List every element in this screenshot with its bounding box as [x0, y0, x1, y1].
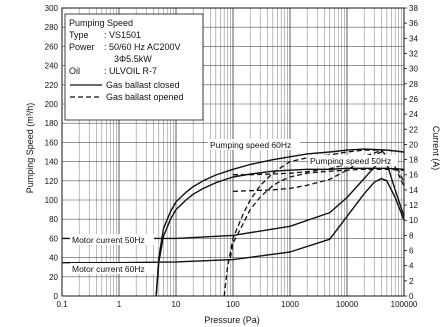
y-tick-label: 0 — [54, 292, 59, 301]
y-tick-label: 140 — [45, 158, 59, 167]
series-line-ps60_open — [223, 149, 405, 297]
series-line-ps50_closed — [155, 167, 405, 297]
annotation-ps50: Pumping speed 50Hz — [310, 156, 391, 166]
y-tick-label: 240 — [45, 62, 59, 71]
y2-tick-label: 36 — [409, 19, 418, 28]
plot-frame — [61, 7, 405, 297]
y-tick-label: 220 — [45, 81, 59, 90]
annotation-bg-mc60 — [70, 263, 154, 274]
legend-value-oil: : ULVOIL R-7 — [104, 66, 157, 76]
annotation-mc50: Motor current 50Hz — [72, 235, 145, 245]
x-tick-label: 100000 — [391, 300, 418, 309]
series-line-mc50_open — [233, 149, 405, 183]
annotations: Pumping speed 60Hz Pumping speed 50Hz Mo… — [70, 139, 398, 274]
y2-tick-label: 2 — [409, 277, 414, 286]
y2-tick-label: 20 — [409, 140, 418, 149]
legend-value-phase: 3Φ5.5kW — [114, 54, 152, 64]
y-tick-label: 260 — [45, 42, 59, 51]
y-tick-label: 100 — [45, 196, 59, 205]
y2-tick-label: 34 — [409, 34, 418, 43]
annotation-bg-ps50 — [308, 155, 398, 166]
y2-tick-label: 32 — [409, 49, 418, 58]
y2-tick-label: 4 — [409, 262, 414, 271]
y-tick-label: 60 — [49, 234, 58, 243]
annotation-bg-ps60 — [208, 139, 300, 150]
legend-title: Pumping Speed — [69, 18, 133, 28]
y-tick-label: 40 — [49, 254, 58, 263]
tick-labels: 0.1 1 10 100 1000 10000 1000000204060801001201… — [45, 4, 419, 309]
annotation-mc60: Motor current 60Hz — [72, 264, 145, 274]
series-line-ps60_closed — [155, 148, 405, 297]
x-tick-label: 1000 — [281, 300, 299, 309]
annotation-bg-mc50 — [70, 234, 154, 245]
y2-tick-label: 16 — [409, 171, 418, 180]
y-tick-label: 20 — [49, 273, 58, 282]
legend-key-type: Type — [69, 30, 89, 40]
x-tick-label: 0.1 — [56, 300, 68, 309]
legend-key-power: Power — [69, 42, 95, 52]
y2-tick-label: 14 — [409, 186, 418, 195]
y-tick-label: 200 — [45, 100, 59, 109]
y2-tick-label: 0 — [409, 292, 414, 301]
y-tick-label: 180 — [45, 119, 59, 128]
y2-tick-label: 24 — [409, 110, 418, 119]
y2-tick-label: 18 — [409, 156, 418, 165]
x-tick-label: 10000 — [336, 300, 359, 309]
y2-tick-label: 38 — [409, 4, 418, 13]
y-tick-label: 80 — [49, 215, 58, 224]
y-tick-label: 300 — [45, 4, 59, 13]
legend-entry-closed: Gas ballast closed — [106, 80, 180, 90]
y2-axis-label: Current (A) — [431, 126, 441, 171]
legend-value-type: : VS1501 — [104, 30, 141, 40]
legend-entry-opened: Gas ballast opened — [106, 92, 184, 102]
y2-tick-label: 22 — [409, 125, 418, 134]
y-tick-label: 120 — [45, 177, 59, 186]
series-line-ps50_open — [229, 168, 405, 258]
y2-tick-label: 26 — [409, 95, 418, 104]
y2-tick-label: 10 — [409, 216, 418, 225]
y-tick-label: 280 — [45, 23, 59, 32]
y2-tick-label: 8 — [409, 231, 414, 240]
annotation-ps60: Pumping speed 60Hz — [210, 140, 291, 150]
y2-tick-label: 6 — [409, 247, 414, 256]
series-line-mc60_closed — [62, 177, 405, 264]
x-axis-label: Pressure (Pa) — [204, 315, 260, 325]
y2-tick-label: 28 — [409, 80, 418, 89]
legend: Pumping Speed Type : VS1501 Power : 50/6… — [64, 13, 204, 121]
y-axis-label: Pumping Speed (m³/h) — [25, 103, 35, 194]
y-tick-label: 160 — [45, 138, 59, 147]
y2-tick-label: 30 — [409, 65, 418, 74]
x-tick-label: 10 — [172, 300, 181, 309]
legend-key-oil: Oil — [69, 66, 80, 76]
legend-value-power: : 50/60 Hz AC200V — [104, 42, 181, 52]
y2-tick-label: 12 — [409, 201, 418, 210]
x-tick-label: 100 — [226, 300, 240, 309]
x-tick-label: 1 — [117, 300, 122, 309]
legend-box — [64, 13, 204, 121]
